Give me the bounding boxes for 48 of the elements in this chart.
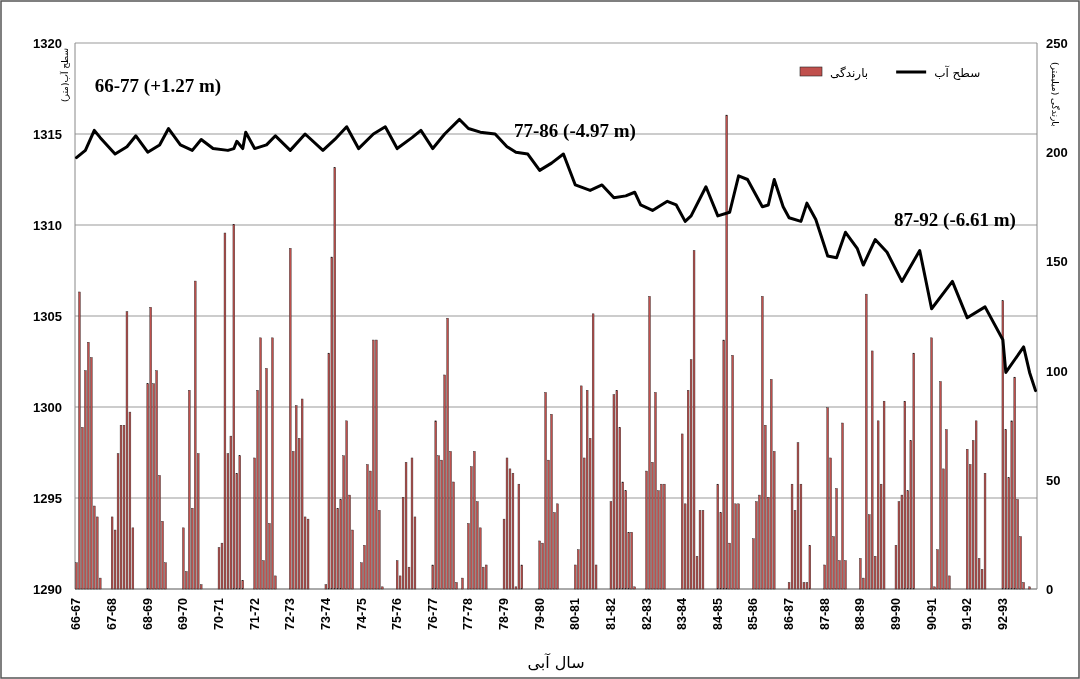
x-tick-label: 72-73 [283, 597, 298, 630]
y2-tick-label: 200 [1046, 145, 1068, 161]
y2-tick-label: 150 [1046, 254, 1068, 270]
x-tick-label: 68-69 [140, 597, 155, 630]
y-tick-label: 1305 [33, 309, 62, 324]
y2-tick-label: 50 [1046, 472, 1061, 488]
x-tick-label: 71-72 [247, 597, 262, 630]
y-tick-label: 1290 [33, 582, 62, 597]
y-axis-title: سطح آب(متر) [59, 48, 70, 103]
x-tick-label: 80-81 [568, 597, 583, 630]
x-tick-label: 91-92 [960, 597, 975, 630]
x-tick-label: 85-86 [746, 597, 761, 630]
y2-axis-title: بارندگی (میلیمتر) [1050, 62, 1061, 127]
y-tick-label: 1295 [33, 491, 62, 506]
x-tick-label: 86-87 [782, 597, 797, 630]
y-tick-label: 1315 [33, 127, 62, 142]
y-tick-label: 1320 [33, 36, 62, 51]
legend-label: بارندگی [830, 66, 869, 81]
x-tick-label: 73-74 [318, 597, 333, 630]
x-tick-label: 66-67 [69, 597, 84, 630]
x-tick-label: 79-80 [532, 597, 547, 630]
x-tick-label: 84-85 [710, 597, 725, 630]
x-axis-title: سال آبی [527, 653, 585, 672]
y2-tick-label: 100 [1046, 363, 1068, 379]
x-tick-label: 75-76 [390, 597, 405, 630]
x-tick-label: 81-82 [603, 597, 618, 630]
x-tick-label: 76-77 [425, 597, 440, 630]
x-tick-label: 87-88 [817, 597, 832, 630]
x-tick-label: 69-70 [176, 597, 191, 630]
y-tick-label: 1300 [33, 400, 62, 415]
x-tick-label: 92-93 [995, 597, 1010, 630]
legend-label: سطح آب [934, 65, 981, 80]
x-tick-label: 89-90 [888, 597, 903, 630]
x-tick-label: 82-83 [639, 597, 654, 630]
annotation: 77-86 (-4.97 m) [514, 120, 636, 142]
x-tick-label: 70-71 [212, 597, 226, 630]
y2-tick-label: 250 [1046, 36, 1068, 51]
x-tick-label: 67-68 [105, 597, 120, 630]
y-tick-label: 1310 [33, 218, 62, 233]
x-tick-label: 88-89 [853, 597, 868, 630]
y2-tick-label: 0 [1046, 582, 1054, 597]
x-tick-label: 78-79 [497, 597, 512, 630]
x-tick-label: 83-84 [675, 597, 690, 630]
annotation: 66-77 (+1.27 m) [94, 75, 222, 97]
x-tick-label: 77-78 [461, 597, 476, 630]
x-tick-label: 74-75 [354, 597, 369, 630]
annotation: 87-92 (-6.61 m) [894, 209, 1016, 231]
x-tick-label: 90-91 [924, 597, 939, 630]
